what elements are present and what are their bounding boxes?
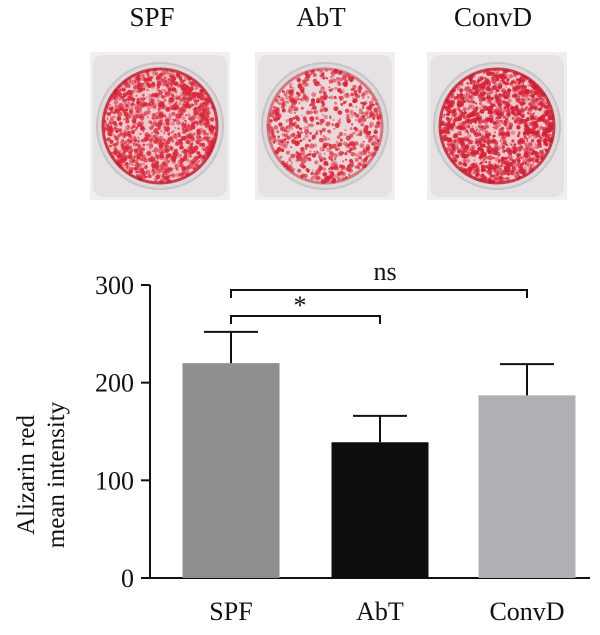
well-stain-edge [438,67,556,185]
x-tick-label: ConvD [489,597,564,626]
stain-speckles [102,68,217,184]
well-photo-spf [90,52,230,200]
well-label-convd: ConvD [453,2,532,32]
well-stain-edge [101,67,219,185]
y-tick-label: 100 [95,466,134,495]
bar-convd [478,395,576,578]
well-label-spf: SPF [129,2,175,32]
stain-speckles [439,68,554,184]
well-photo-convd [427,52,567,200]
y-axis-title-line2: mean intensity [43,401,70,548]
y-tick-label: 200 [95,369,134,398]
bar-spf [182,363,280,578]
x-tick-label: AbT [356,597,404,626]
significance-label: ns [373,257,396,286]
significance-bracket [230,289,528,298]
y-axis-title-line1: Alizarin red [13,414,40,535]
bar-abt [331,442,429,578]
y-tick-label: 300 [95,271,134,300]
significance-label: * [294,291,307,320]
y-tick-label: 0 [121,564,134,593]
stain-speckles [267,68,382,184]
well-label-abt: AbT [296,2,346,32]
x-tick-label: SPF [209,597,252,626]
significance-bracket [230,315,381,324]
well-photo-abt [255,52,395,200]
well-stain-edge [266,67,384,185]
